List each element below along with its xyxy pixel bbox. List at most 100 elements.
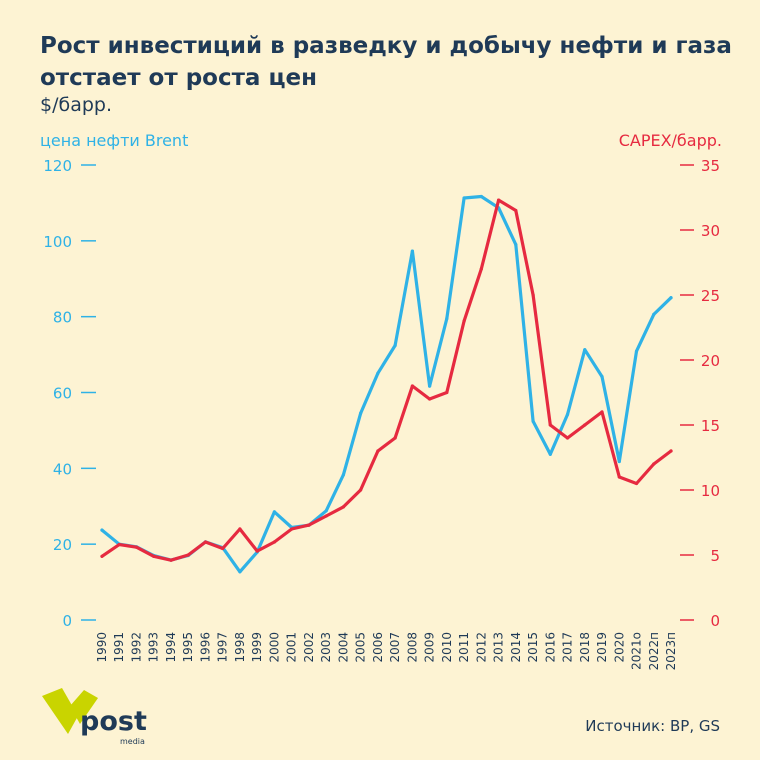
series-layer xyxy=(100,194,673,574)
chart-subtitle: $/барр. xyxy=(40,94,113,116)
brent-point xyxy=(617,459,621,464)
capex-point xyxy=(531,293,535,297)
x-tick-label: 2007 xyxy=(388,632,402,663)
brent-point xyxy=(634,349,639,353)
capex-point xyxy=(221,546,225,551)
logo-mark-right xyxy=(70,690,98,724)
capex-point xyxy=(238,527,242,531)
brent-point xyxy=(393,343,397,348)
capex-point xyxy=(669,449,673,453)
brent-point xyxy=(324,509,328,513)
capex-point xyxy=(152,554,156,558)
x-tick-label: 1997 xyxy=(216,632,230,663)
right-tick-label: 25 xyxy=(701,287,720,305)
left-tick-label: 120 xyxy=(43,157,72,175)
left-tick-label: 20 xyxy=(53,536,72,554)
x-tick-label: 2016 xyxy=(543,632,557,663)
capex-point xyxy=(410,384,414,388)
capex-point xyxy=(652,462,656,466)
capex-point xyxy=(479,267,483,271)
capex-point xyxy=(617,475,621,479)
x-tick-label: 2002 xyxy=(302,632,316,663)
capex-point xyxy=(359,488,363,492)
right-tick-label: 10 xyxy=(701,482,720,500)
left-tick-label: 60 xyxy=(53,385,72,403)
chart-title: Рост инвестиций в разведку и добычу нефт… xyxy=(40,33,732,91)
x-tick-label: 2013 xyxy=(492,632,506,663)
x-tick-label: 2019 xyxy=(595,632,609,663)
left-tick-label: 40 xyxy=(53,460,72,478)
capex-point xyxy=(255,549,259,553)
capex-point xyxy=(169,558,173,562)
x-tick-label: 2018 xyxy=(578,632,592,663)
brent-point xyxy=(238,570,242,574)
capex-point xyxy=(376,449,380,453)
right-tick-label: 35 xyxy=(701,157,720,175)
capex-point xyxy=(290,527,294,531)
x-tick-label: 1999 xyxy=(250,632,264,663)
brent-point xyxy=(514,243,518,247)
x-tick-label: 2010 xyxy=(440,632,454,663)
x-tick-label: 1994 xyxy=(164,632,178,663)
source-note: Источник: BP, GS xyxy=(585,717,720,735)
x-tick-label: 2003 xyxy=(319,632,333,663)
x-tick-label: 1992 xyxy=(129,632,143,663)
right-tick-label: 30 xyxy=(701,222,720,240)
capex-point xyxy=(445,390,449,395)
right-tick-label: 20 xyxy=(701,352,720,370)
brent-price-line xyxy=(100,194,673,574)
capex-point xyxy=(307,523,311,527)
x-tick-label: 2009 xyxy=(423,632,437,663)
x-tick-label: 1990 xyxy=(95,632,109,663)
capex-point xyxy=(548,423,552,427)
brent-point xyxy=(565,412,570,417)
logo-mark-left xyxy=(42,688,78,734)
capex-point xyxy=(565,436,570,440)
capex-point xyxy=(324,514,328,518)
brent-point xyxy=(445,317,449,321)
x-axis: 1990 1991 1992 1993 1994 1995 1996 1997 1998 1999… xyxy=(95,632,678,670)
capex-point xyxy=(100,554,104,558)
logo-subtext: media xyxy=(120,737,145,746)
x-tick-label: 1996 xyxy=(198,632,212,663)
post-media-logo xyxy=(42,688,98,734)
capex-line xyxy=(100,198,673,562)
brent-point xyxy=(359,411,363,415)
capex-point xyxy=(341,505,345,509)
brent-point xyxy=(479,194,483,199)
x-tick-label: 2014 xyxy=(509,632,523,663)
capex-point xyxy=(203,540,208,544)
x-tick-label: 2008 xyxy=(405,632,419,663)
left-tick-label: 80 xyxy=(53,309,72,327)
capex-point xyxy=(272,540,276,544)
right-tick-label: 15 xyxy=(701,417,720,435)
brent-point xyxy=(600,375,604,379)
left-tick-label: 0 xyxy=(62,612,72,630)
right-axis: 0 5 10 15 20 25 30 35 xyxy=(680,157,720,630)
brent-point xyxy=(376,371,380,375)
brent-point xyxy=(410,249,414,253)
x-tick-label: 1991 xyxy=(112,632,126,663)
capex-point xyxy=(497,198,501,202)
left-axis: 0 20 40 60 80 100 120 xyxy=(43,157,96,630)
x-tick-label: 2017 xyxy=(561,632,575,663)
capex-point xyxy=(462,319,466,323)
x-tick-label: 2015 xyxy=(526,632,540,663)
x-tick-label: 1998 xyxy=(233,632,247,663)
brent-point xyxy=(669,296,673,300)
brent-point xyxy=(100,528,104,532)
brent-point xyxy=(652,312,656,316)
right-tick-label: 0 xyxy=(710,612,720,630)
x-tick-label: 1995 xyxy=(181,632,195,663)
capex-point xyxy=(583,423,587,427)
x-tick-label: 2020 xyxy=(612,632,626,663)
brent-point xyxy=(341,473,345,477)
capex-point xyxy=(393,436,397,440)
brent-point xyxy=(583,348,587,352)
capex-point xyxy=(134,545,139,549)
capex-point xyxy=(634,481,639,486)
brent-point xyxy=(462,196,466,200)
x-tick-label: 2005 xyxy=(354,632,368,663)
x-tick-label: 2004 xyxy=(336,632,350,663)
